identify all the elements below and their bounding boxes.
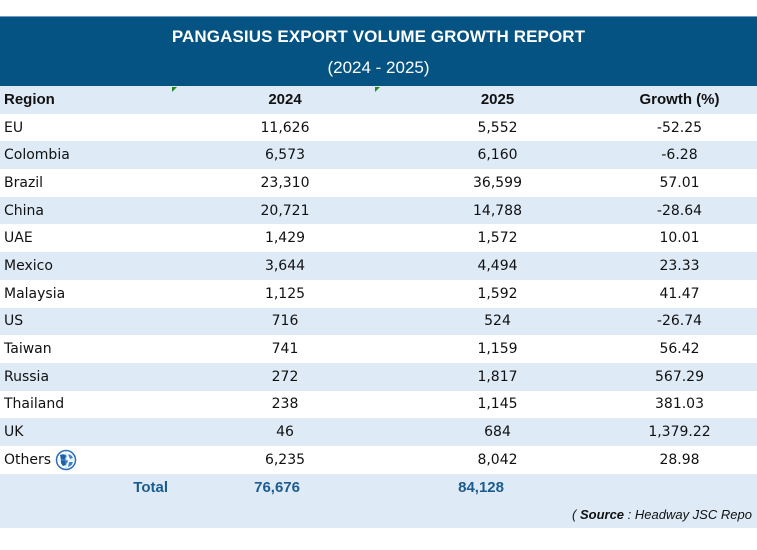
value-2025-cell: 1,572 [477, 230, 518, 247]
region-name: US [4, 313, 24, 330]
growth-cell: 1,379.22 [648, 424, 711, 441]
table-body: EU 11,626 5,552 -52.25 Colombia 6,573 6,… [0, 113, 757, 474]
growth-cell: -6.28 [661, 147, 698, 164]
growth-cell: -26.74 [656, 313, 703, 330]
value-2024-cell: 1,125 [264, 285, 306, 302]
growth-cell: 381.03 [655, 396, 704, 413]
report-title: PANGASIUS EXPORT VOLUME GROWTH REPORT [171, 27, 586, 46]
growth-cell: 567.29 [655, 368, 704, 385]
region-name: EU [4, 119, 24, 136]
total-2024: 76,676 [254, 478, 300, 496]
region-name: Others [4, 451, 52, 468]
value-2024-cell: 23,310 [260, 174, 310, 191]
total-2025: 84,128 [458, 478, 504, 496]
region-cell: Thailand [0, 396, 130, 412]
growth-cell: -28.64 [656, 202, 703, 219]
growth-cell: 28.98 [659, 451, 700, 468]
value-2025-cell: 1,817 [477, 368, 518, 385]
region-name: China [4, 202, 44, 219]
value-2024-cell: 20,721 [260, 202, 310, 219]
region-cell: Taiwan [0, 341, 130, 357]
value-2025-cell: 14,788 [473, 202, 522, 219]
region-cell: UK [0, 424, 130, 440]
region-name: Colombia [4, 147, 70, 164]
value-2024-cell: 272 [271, 368, 299, 385]
source-paren: ( [572, 507, 580, 523]
region-cell: EU [0, 120, 130, 136]
region-cell: Brazil [0, 175, 130, 191]
region-cell: Malaysia [0, 286, 130, 302]
region-name: Thailand [4, 396, 65, 413]
table-row: Taiwan 741 1,159 56.42 [0, 335, 757, 363]
value-2025-cell: 524 [484, 313, 511, 330]
growth-cell: 57.01 [659, 174, 700, 191]
table-row: Others 6,235 8,042 28.98 [0, 445, 757, 474]
region-cell: UAE [0, 230, 130, 246]
source-note: ( Source : Headway JSC Repo [0, 501, 757, 529]
value-2025-cell: 1,145 [477, 396, 518, 413]
value-2024-cell: 238 [271, 396, 299, 413]
table-row: Mexico 3,644 4,494 23.33 [0, 252, 757, 280]
region-cell: Others [0, 449, 130, 471]
globe-icon [55, 449, 77, 471]
region-cell: Mexico [0, 258, 130, 274]
value-2025-cell: 1,159 [477, 341, 518, 358]
column-header-2024: 2024 [268, 91, 302, 109]
column-header-growth: Growth (%) [639, 91, 720, 109]
region-cell: Russia [0, 369, 130, 385]
table-row: Colombia 6,573 6,160 -6.28 [0, 141, 757, 170]
growth-cell: 41.47 [659, 285, 700, 302]
region-cell: China [0, 203, 130, 219]
table-row: UAE 1,429 1,572 10.01 [0, 224, 757, 253]
table-row: Malaysia 1,125 1,592 41.47 [0, 279, 757, 308]
source-text: : Headway JSC Repo [624, 507, 752, 523]
value-2025-cell: 4,494 [477, 257, 518, 274]
table-row: UK 46 684 1,379.22 [0, 418, 757, 446]
value-2024-cell: 6,573 [264, 147, 306, 164]
region-cell: Colombia [0, 147, 130, 163]
comment-marker-icon [375, 87, 380, 92]
region-cell: US [0, 313, 130, 329]
value-2024-cell: 3,644 [264, 257, 306, 274]
growth-cell: 10.01 [659, 230, 700, 247]
column-header-2025: 2025 [480, 91, 515, 109]
region-name: Russia [4, 368, 50, 385]
report-table: PANGASIUS EXPORT VOLUME GROWTH REPORT (2… [0, 16, 757, 529]
growth-cell: -52.25 [656, 119, 703, 136]
value-2025-cell: 5,552 [477, 119, 518, 136]
table-row: EU 11,626 5,552 -52.25 [0, 113, 757, 142]
total-row: Total 76,676 84,128 [0, 473, 757, 502]
total-label: Total [133, 478, 168, 496]
table-row: Thailand 238 1,145 381.03 [0, 390, 757, 419]
value-2025-cell: 684 [484, 424, 511, 441]
value-2024-cell: 11,626 [260, 119, 310, 136]
comment-marker-icon [172, 87, 177, 92]
growth-cell: 56.42 [659, 341, 700, 358]
region-name: UAE [4, 230, 33, 247]
report-subtitle: (2024 - 2025) [327, 58, 430, 77]
table-row: China 20,721 14,788 -28.64 [0, 196, 757, 225]
value-2024-cell: 1,429 [264, 230, 306, 247]
growth-cell: 23.33 [659, 257, 700, 274]
table-row: Brazil 23,310 36,599 57.01 [0, 169, 757, 197]
value-2025-cell: 8,042 [477, 451, 518, 468]
value-2025-cell: 1,592 [477, 285, 518, 302]
region-name: Taiwan [4, 341, 52, 358]
value-2025-cell: 6,160 [477, 147, 518, 164]
table-row: Russia 272 1,817 567.29 [0, 362, 757, 391]
region-name: Brazil [4, 174, 44, 191]
report-banner: PANGASIUS EXPORT VOLUME GROWTH REPORT (2… [0, 16, 757, 86]
value-2025-cell: 36,599 [473, 174, 522, 191]
column-header-region: Region [4, 91, 55, 109]
region-name: Mexico [4, 257, 53, 274]
value-2024-cell: 741 [271, 341, 299, 358]
region-name: Malaysia [4, 285, 66, 302]
value-2024-cell: 716 [271, 313, 299, 330]
region-name: UK [4, 424, 24, 441]
source-label: Source [579, 507, 625, 523]
value-2024-cell: 46 [276, 424, 294, 441]
column-header-row: Region 2024 2025 Growth (%) [0, 86, 757, 114]
value-2024-cell: 6,235 [264, 451, 306, 468]
table-row: US 716 524 -26.74 [0, 307, 757, 336]
